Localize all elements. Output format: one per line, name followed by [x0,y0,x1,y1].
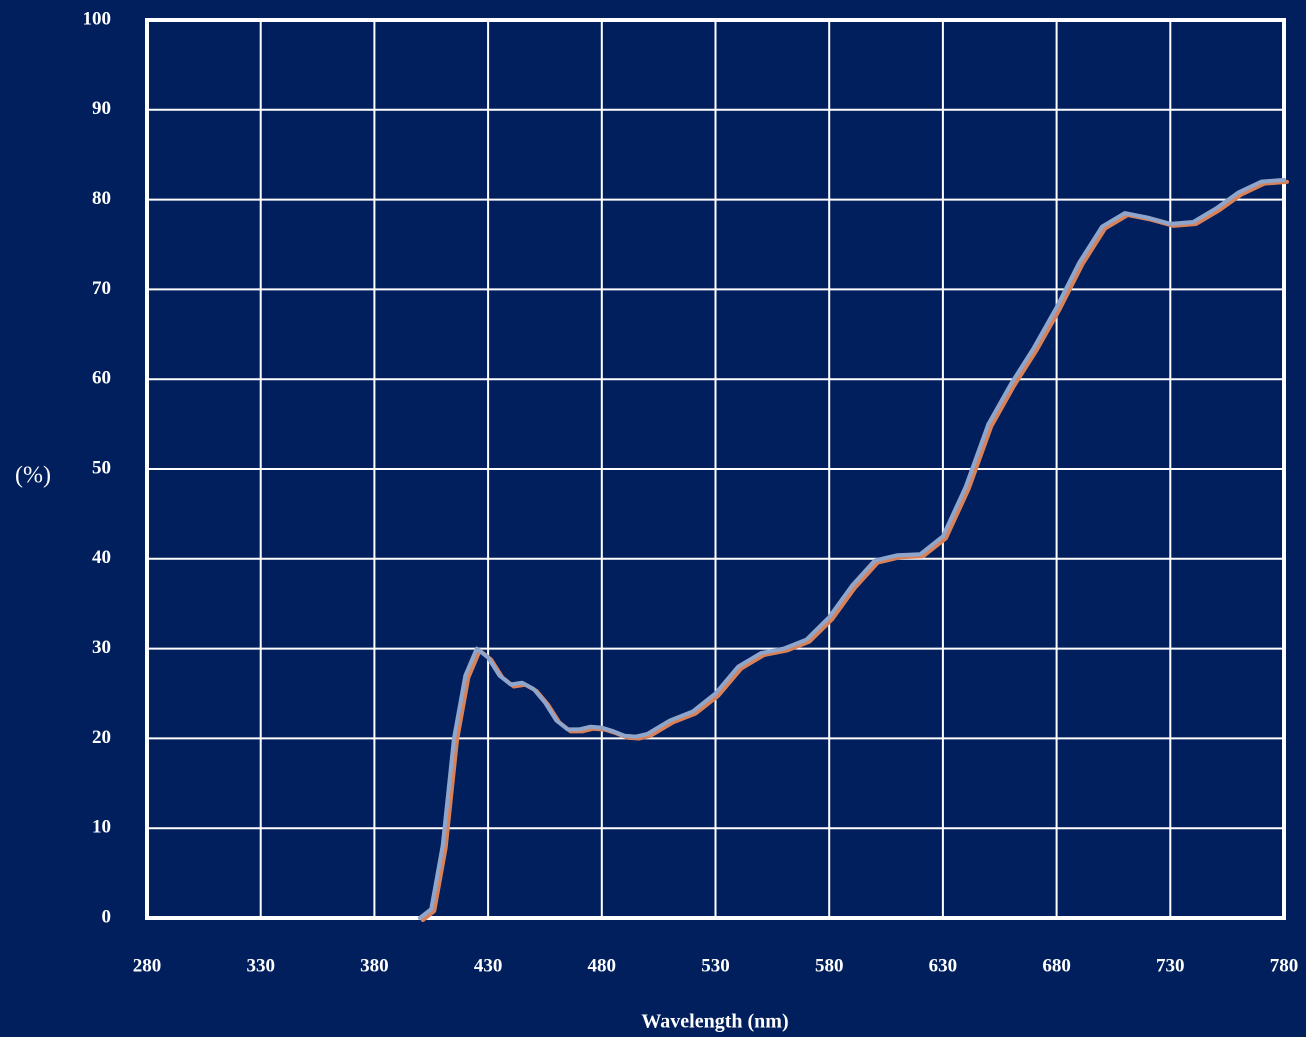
x-tick-label: 780 [1270,955,1299,976]
y-tick-label: 70 [92,278,111,299]
plot-frame [145,18,1286,920]
y-tick-label: 80 [92,188,111,209]
x-tick-label: 280 [133,955,162,976]
y-tick-label: 20 [92,727,111,748]
x-tick-label: 430 [474,955,503,976]
line-shadow [420,179,1289,922]
y-tick-label: 30 [92,637,111,658]
x-tick-label: 580 [815,955,844,976]
y-axis-label: (%) [15,463,51,489]
x-tick-label: 330 [246,955,275,976]
y-tick-label: 100 [83,8,112,29]
line [417,177,1286,920]
y-tick-label: 40 [92,547,111,568]
x-tick-label: 630 [929,955,958,976]
x-tick-label: 480 [588,955,617,976]
x-tick-label: 380 [360,955,389,976]
x-axis-label: Wavelength (nm) [641,1011,788,1033]
y-tick-label: 10 [92,817,111,838]
series-line [417,177,1289,922]
x-tick-label: 730 [1156,955,1185,976]
y-tick-label: 90 [92,98,111,119]
x-tick-label: 680 [1042,955,1071,976]
x-tick-label: 530 [701,955,730,976]
y-tick-label: 50 [92,457,111,478]
y-tick-label: 0 [102,906,112,927]
y-tick-label: 60 [92,368,111,389]
